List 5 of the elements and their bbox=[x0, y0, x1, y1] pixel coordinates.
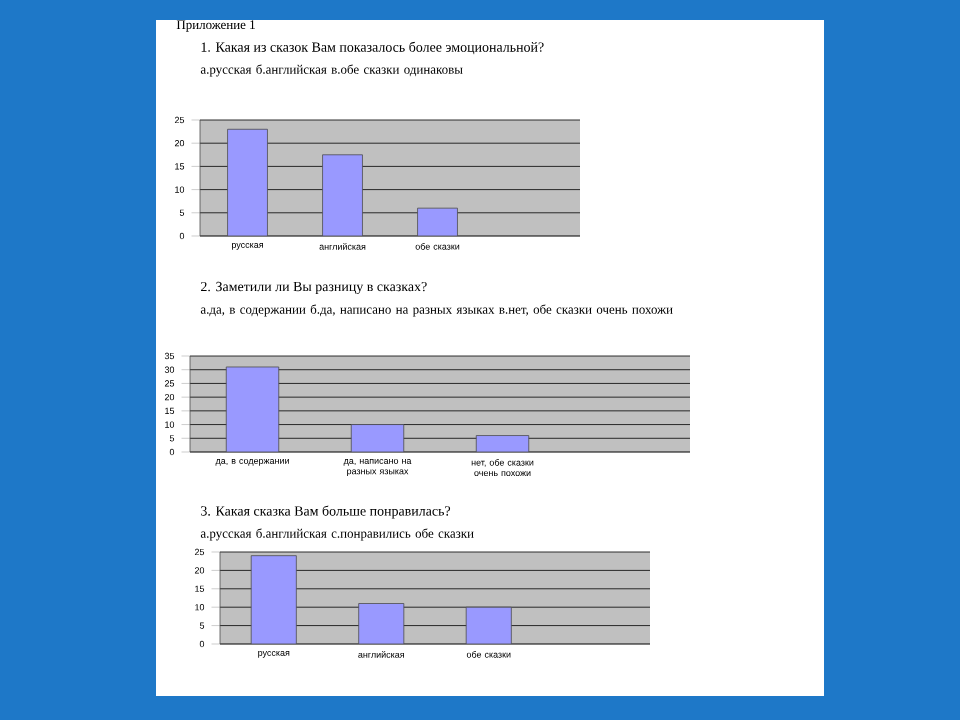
bar bbox=[358, 603, 404, 644]
bar bbox=[226, 366, 279, 452]
bar bbox=[251, 555, 297, 644]
bar bbox=[465, 606, 512, 644]
bar bbox=[351, 424, 404, 452]
